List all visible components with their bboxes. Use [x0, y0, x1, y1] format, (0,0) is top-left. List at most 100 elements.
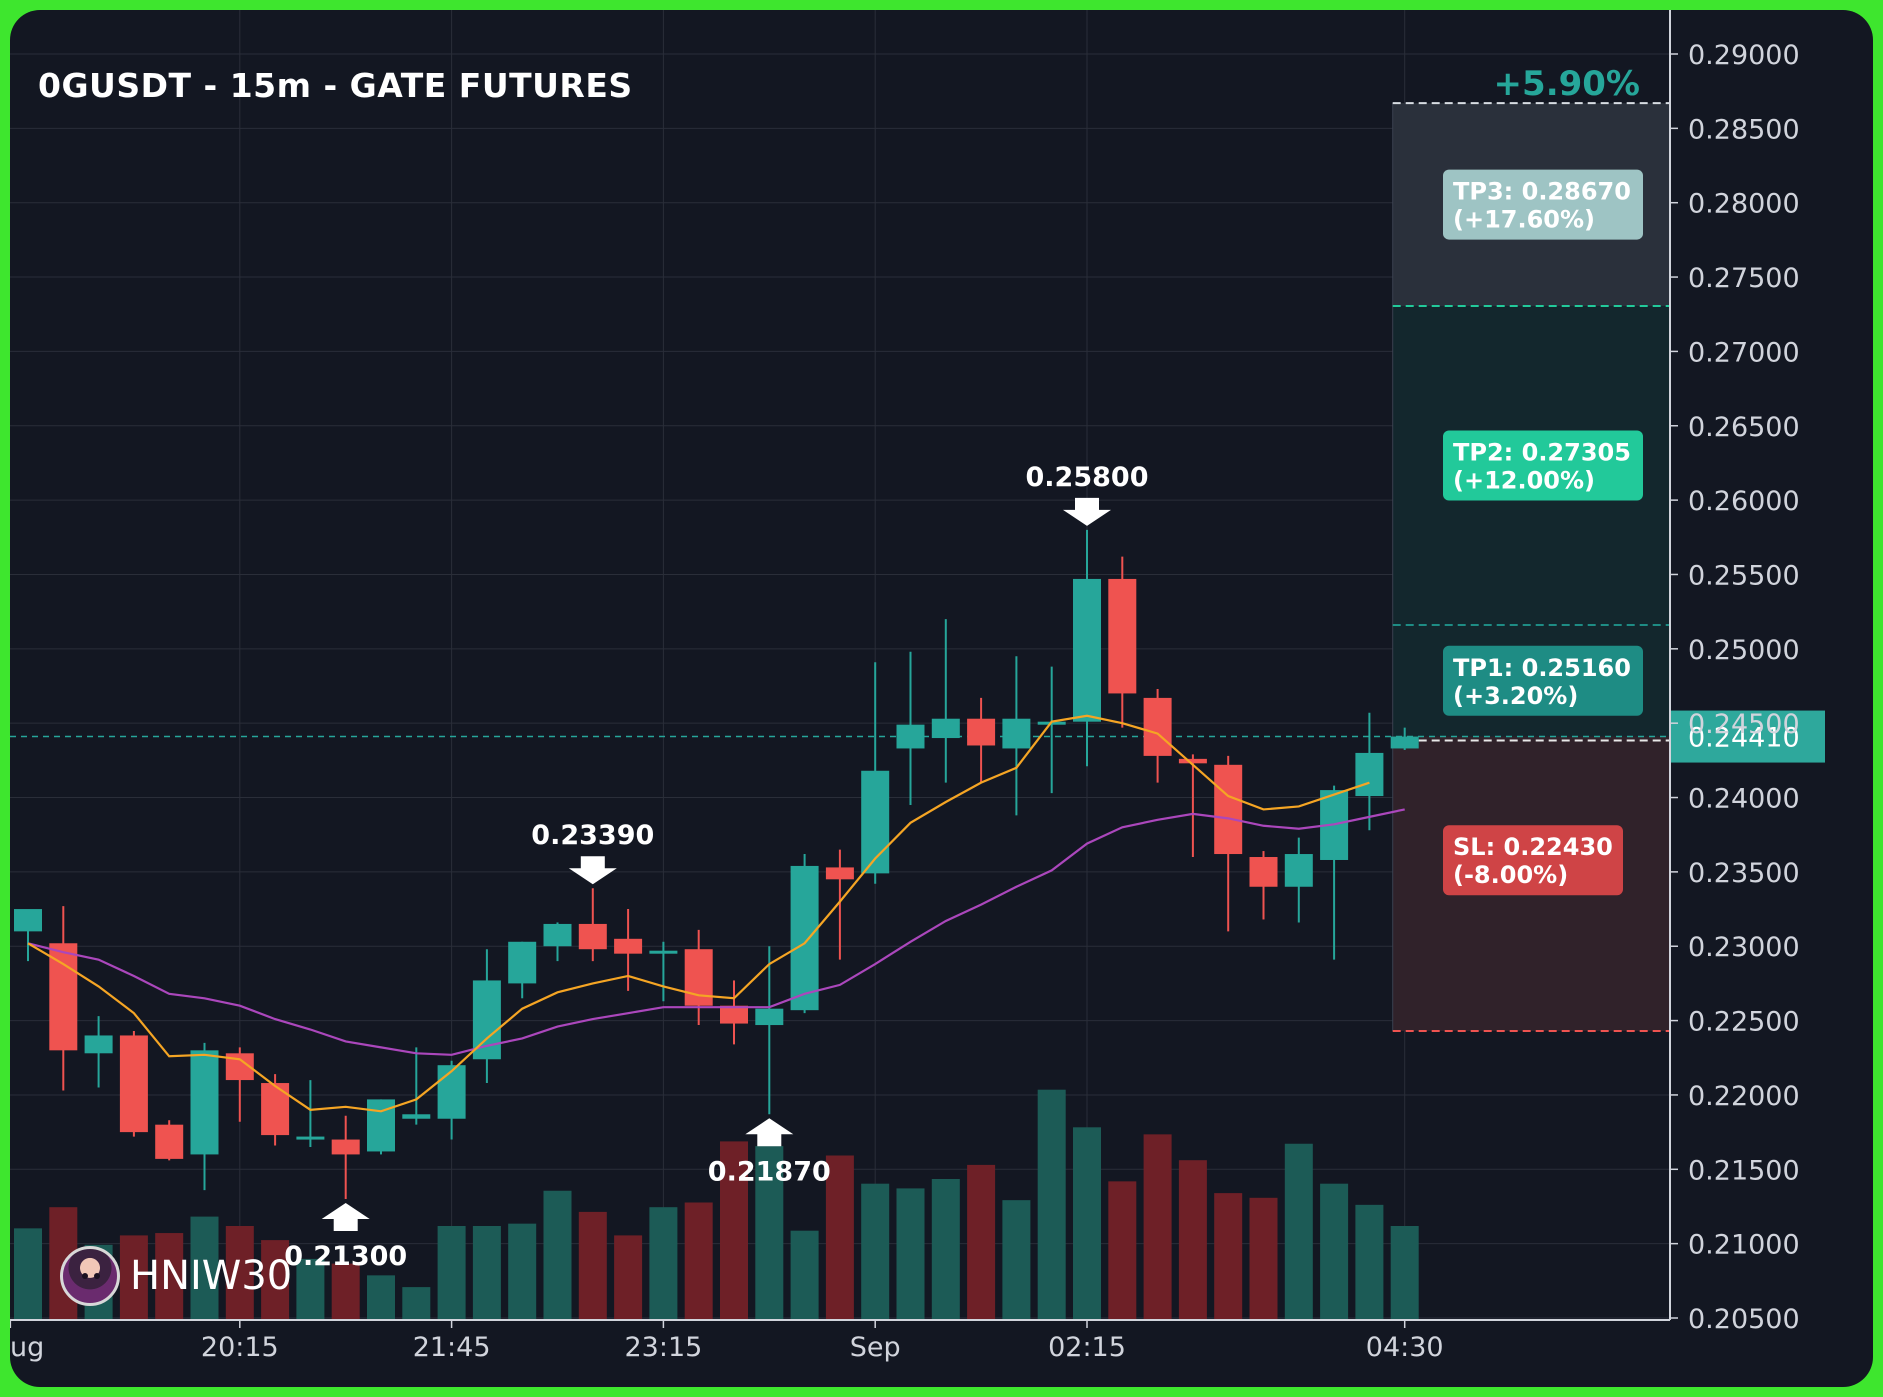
candle-body: [896, 724, 925, 749]
candle-body: [49, 943, 78, 1051]
volume-bar: [155, 1233, 184, 1320]
tp1-label-box: [1443, 645, 1643, 716]
volume-bar: [508, 1223, 537, 1320]
chart-frame: 0.25800 0.23390 0.21870 0.21300 +5.90% TP3: …: [10, 10, 1873, 1387]
candle-body: [1249, 857, 1278, 887]
candle-body: [790, 865, 819, 1011]
candle-body: [1390, 736, 1419, 749]
candle-body: [1214, 764, 1243, 855]
y-tick-label: 0.24000: [1688, 784, 1800, 815]
x-tick-label: Sep: [850, 1332, 901, 1363]
candle-body: [578, 923, 607, 950]
price-chart[interactable]: 0.25800 0.23390 0.21870 0.21300 +5.90% TP3: …: [10, 10, 1873, 1387]
candle-body: [190, 1050, 219, 1155]
volume-bar: [967, 1164, 996, 1320]
up-arrow-icon: [321, 1203, 370, 1232]
volume-bar: [1214, 1193, 1243, 1320]
tp3-label-title: TP3: 0.28670: [1453, 178, 1631, 206]
candle-body: [967, 718, 996, 746]
volume-bar: [1284, 1143, 1313, 1320]
y-tick-label: 0.27500: [1688, 263, 1800, 294]
volume-bar: [861, 1183, 890, 1320]
candle-body: [402, 1114, 431, 1119]
candle-body: [1355, 752, 1384, 797]
volume-bar: [931, 1179, 960, 1320]
volume-bar: [1073, 1127, 1101, 1320]
chart-title: 0GUSDT - 15m - GATE FUTURES: [38, 66, 633, 105]
candle-body: [14, 909, 42, 932]
volume-bar: [1390, 1226, 1419, 1320]
high-label: 0.23390: [531, 820, 654, 851]
candle-body: [331, 1139, 360, 1155]
y-tick-label: 0.29000: [1688, 40, 1800, 71]
volume-bar: [1249, 1197, 1278, 1320]
candle-body: [649, 950, 678, 954]
volume-bar: [331, 1263, 360, 1320]
y-tick-label: 0.23500: [1688, 858, 1800, 889]
volume-bar: [790, 1230, 819, 1320]
low-label: 0.21870: [708, 1156, 831, 1187]
tp1-label-percent: (+3.20%): [1453, 682, 1578, 710]
candle-body: [508, 941, 537, 984]
volume-bar: [578, 1211, 607, 1320]
volume-bar: [1320, 1183, 1349, 1320]
y-tick-label: 0.24500: [1688, 709, 1800, 740]
volume-bar: [684, 1202, 713, 1320]
watermark-text: HNIW30: [130, 1253, 293, 1299]
volume-bar: [1355, 1204, 1384, 1320]
down-arrow-icon: [1063, 497, 1111, 526]
volume-bar: [755, 1146, 784, 1320]
candle-body: [155, 1124, 184, 1159]
y-tick-label: 0.28500: [1688, 114, 1800, 145]
high-label: 0.25800: [1026, 462, 1149, 493]
candle-body: [1108, 578, 1137, 694]
tp1-label-title: TP1: 0.25160: [1453, 654, 1631, 682]
x-tick-label: 21:45: [413, 1332, 491, 1363]
candle-body: [261, 1083, 290, 1136]
volume-bar: [720, 1141, 748, 1320]
y-tick-label: 0.22000: [1688, 1081, 1800, 1112]
volume-bar: [543, 1190, 572, 1320]
volume-bar: [896, 1188, 925, 1320]
x-tick-label: 04:30: [1366, 1332, 1444, 1363]
tp3-label-percent: (+17.60%): [1453, 206, 1595, 234]
candle-body: [296, 1136, 325, 1140]
volume-bar: [1143, 1134, 1172, 1320]
volume-bar: [437, 1226, 466, 1320]
y-tick-label: 0.26500: [1688, 412, 1800, 443]
y-tick-label: 0.28000: [1688, 189, 1800, 220]
current-price-text: 0.24410: [1688, 723, 1800, 754]
up-arrow-icon: [745, 1118, 794, 1147]
sl-label-percent: (-8.00%): [1453, 861, 1568, 889]
volume-bar: [14, 1228, 42, 1320]
candle-body: [1178, 758, 1207, 764]
volume-bar: [1108, 1181, 1137, 1320]
x-tick-label: 23:15: [624, 1332, 702, 1363]
sl-label-box: [1443, 825, 1623, 896]
down-arrow-icon: [568, 856, 617, 885]
candle-body: [543, 923, 572, 947]
ema-fast-line: [27, 714, 1370, 1113]
ema-slow-line: [27, 808, 1405, 1056]
candle-body: [825, 867, 854, 880]
volume-bar: [402, 1287, 431, 1320]
sl-label-title: SL: 0.22430: [1453, 833, 1613, 861]
candle-body: [720, 1005, 748, 1024]
volume-bar: [1178, 1160, 1207, 1320]
candle-body: [1143, 697, 1172, 756]
x-tick-label: ug: [10, 1332, 44, 1363]
y-tick-label: 0.25500: [1688, 560, 1800, 591]
tp2-label-percent: (+12.00%): [1453, 467, 1595, 495]
candle-body: [755, 1008, 784, 1026]
author-watermark: HNIW30: [60, 1246, 292, 1306]
volume-bar: [1002, 1200, 1031, 1320]
volume-bar: [190, 1216, 219, 1320]
y-tick-label: 0.21500: [1688, 1155, 1800, 1186]
candle-body: [1073, 578, 1101, 722]
current-price-tag: [1670, 710, 1825, 763]
volume-bar: [261, 1240, 290, 1320]
tp2-label-title: TP2: 0.27305: [1453, 439, 1631, 467]
x-tick-label: 20:15: [201, 1332, 279, 1363]
avatar-icon: [60, 1246, 120, 1306]
tp3-label-box: [1443, 169, 1643, 240]
